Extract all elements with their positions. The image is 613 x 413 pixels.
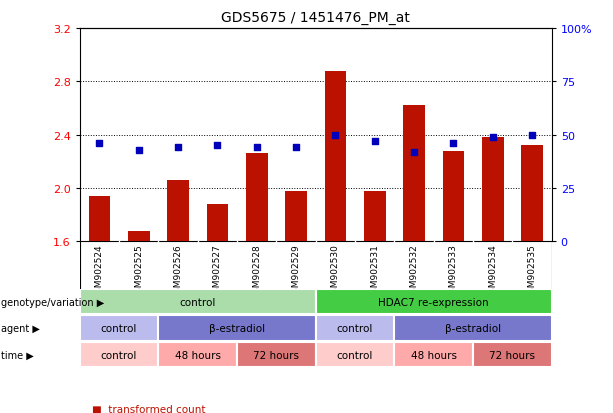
Bar	[167, 180, 189, 242]
Point	[370, 138, 379, 145]
Bar	[128, 231, 150, 242]
Text: GSM902534: GSM902534	[488, 244, 497, 299]
Bar	[364, 191, 386, 242]
Text: control: control	[337, 350, 373, 360]
Text: 48 hours: 48 hours	[175, 350, 221, 360]
Text: GSM902530: GSM902530	[331, 244, 340, 299]
Text: GSM902527: GSM902527	[213, 244, 222, 299]
Bar	[80, 316, 158, 341]
Bar	[285, 191, 307, 242]
Point	[291, 145, 301, 151]
Point	[449, 140, 459, 147]
Bar	[207, 204, 228, 242]
Text: control: control	[180, 297, 216, 307]
Bar	[473, 342, 552, 368]
Bar	[246, 154, 267, 242]
Point	[134, 147, 143, 154]
Text: 48 hours: 48 hours	[411, 350, 457, 360]
Text: time ▶: time ▶	[1, 350, 34, 360]
Text: control: control	[337, 323, 373, 333]
Point	[252, 145, 262, 151]
Bar	[316, 342, 394, 368]
Bar	[237, 342, 316, 368]
Text: β-estradiol: β-estradiol	[209, 323, 265, 333]
Text: 72 hours: 72 hours	[489, 350, 535, 360]
Text: GSM902524: GSM902524	[95, 244, 104, 299]
Bar	[394, 342, 473, 368]
Text: GSM902525: GSM902525	[134, 244, 143, 299]
Bar	[88, 197, 110, 242]
Point	[527, 132, 537, 139]
Text: β-estradiol: β-estradiol	[445, 323, 501, 333]
Title: GDS5675 / 1451476_PM_at: GDS5675 / 1451476_PM_at	[221, 11, 410, 25]
Text: GSM902532: GSM902532	[409, 244, 419, 299]
Text: GSM902531: GSM902531	[370, 244, 379, 299]
Bar	[80, 342, 158, 368]
Point	[213, 142, 223, 149]
Text: GSM902526: GSM902526	[173, 244, 183, 299]
Text: HDAC7 re-expression: HDAC7 re-expression	[378, 297, 489, 307]
Bar	[403, 106, 425, 242]
Text: control: control	[101, 350, 137, 360]
Bar	[521, 146, 543, 242]
Point	[488, 134, 498, 141]
Text: ■  transformed count: ■ transformed count	[92, 404, 205, 413]
Bar	[324, 71, 346, 242]
Bar	[443, 151, 464, 242]
Text: GSM902533: GSM902533	[449, 244, 458, 299]
Bar	[482, 138, 503, 242]
Bar	[158, 316, 316, 341]
Bar	[316, 316, 394, 341]
Point	[173, 145, 183, 151]
Bar	[394, 316, 552, 341]
Point	[409, 149, 419, 156]
Text: 72 hours: 72 hours	[253, 350, 299, 360]
Text: GSM902535: GSM902535	[528, 244, 536, 299]
Text: GSM902528: GSM902528	[252, 244, 261, 299]
Point	[330, 132, 340, 139]
Text: agent ▶: agent ▶	[1, 323, 40, 333]
Text: GSM902529: GSM902529	[292, 244, 300, 299]
Text: genotype/variation ▶: genotype/variation ▶	[1, 297, 104, 307]
Point	[94, 140, 104, 147]
Bar	[316, 289, 552, 315]
Text: control: control	[101, 323, 137, 333]
Bar	[80, 289, 316, 315]
Bar	[158, 342, 237, 368]
